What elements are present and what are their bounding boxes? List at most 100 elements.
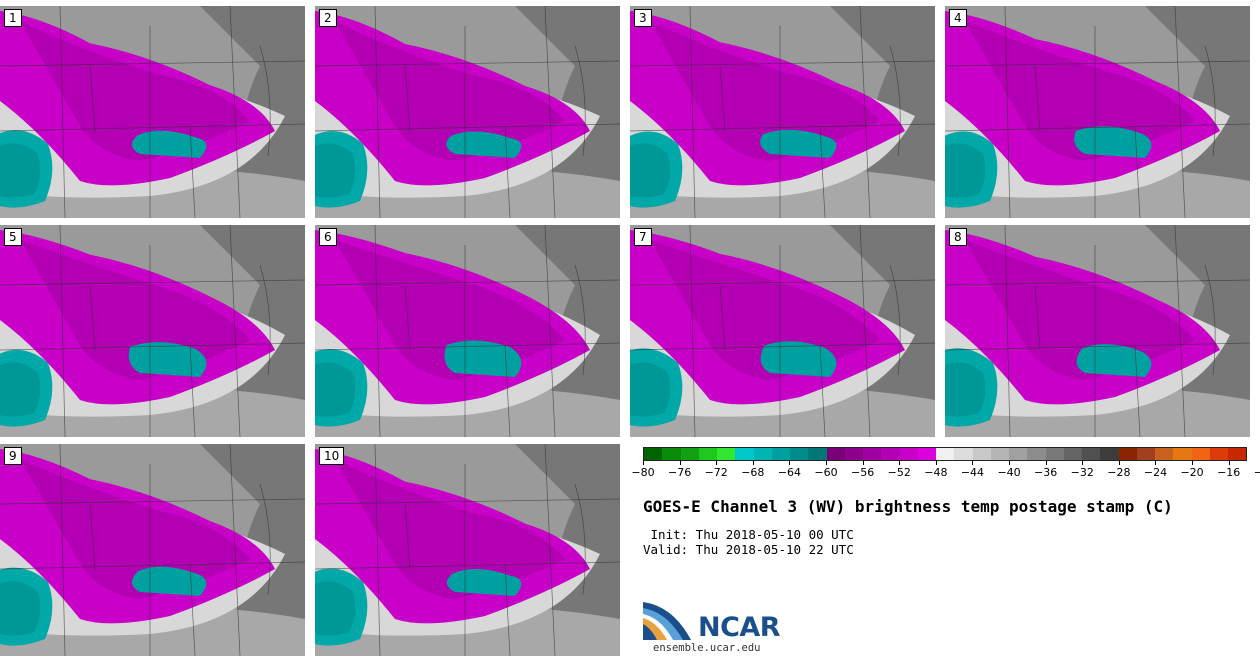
colorbar-swatch <box>1191 448 1210 460</box>
colorbar-swatch <box>954 448 973 460</box>
colorbar-swatch <box>899 448 918 460</box>
colorbar-tick <box>752 461 754 465</box>
wv-map <box>0 444 305 656</box>
colorbar-tick <box>789 461 791 465</box>
stamp-panel: 5 <box>0 225 305 437</box>
wv-map <box>0 225 305 437</box>
panel-label: 3 <box>634 9 652 27</box>
stamp-panel: 3 <box>630 6 935 218</box>
colorbar-tick-label: −24 <box>1143 466 1168 479</box>
colorbar-tick-label: −52 <box>887 466 911 479</box>
colorbar-tick-label: −28 <box>1107 466 1131 479</box>
colorbar-swatch <box>863 448 882 460</box>
colorbar-tick-label: −72 <box>704 466 728 479</box>
colorbar-tick <box>826 461 828 465</box>
stamp-panel: 10 <box>315 444 620 656</box>
colorbar-tick-label: −48 <box>924 466 948 479</box>
ncar-logo-text: NCAR <box>698 612 781 643</box>
panel-label: 6 <box>319 228 337 246</box>
stamp-panel: 8 <box>945 225 1250 437</box>
colorbar-swatch <box>881 448 900 460</box>
panel-label: 5 <box>4 228 22 246</box>
colorbar-swatch <box>1118 448 1137 460</box>
colorbar-swatch <box>972 448 991 460</box>
colorbar-tick <box>1192 461 1194 465</box>
colorbar-swatch <box>826 448 845 460</box>
stamp-panel: 9 <box>0 444 305 656</box>
colorbar <box>643 447 1247 461</box>
panel-label: 1 <box>4 9 22 27</box>
colorbar-tick-label: −56 <box>851 466 875 479</box>
colorbar-swatch <box>1100 448 1119 460</box>
colorbar-tick-label: −60 <box>814 466 838 479</box>
colorbar-swatch <box>1045 448 1064 460</box>
colorbar-swatch <box>1009 448 1028 460</box>
colorbar-tick <box>899 461 901 465</box>
colorbar-tick <box>935 461 937 465</box>
figure-title: GOES-E Channel 3 (WV) brightness temp po… <box>643 497 1173 516</box>
colorbar-swatch <box>917 448 936 460</box>
stamp-panel: 1 <box>0 6 305 218</box>
panel-label: 10 <box>319 447 345 465</box>
colorbar-tick-label: −76 <box>667 466 692 479</box>
colorbar-tick <box>972 461 974 465</box>
colorbar-swatch <box>1136 448 1155 460</box>
colorbar-swatch <box>1209 448 1228 460</box>
colorbar-swatch <box>1063 448 1082 460</box>
wv-map <box>630 225 935 437</box>
colorbar-tick <box>716 461 718 465</box>
colorbar-tick-label: −20 <box>1180 466 1204 479</box>
colorbar-tick <box>1045 461 1047 465</box>
colorbar-tick <box>643 461 644 465</box>
wv-map <box>315 225 620 437</box>
stamp-panel: 6 <box>315 225 620 437</box>
colorbar-tick <box>1228 461 1230 465</box>
colorbar-tick-label: −68 <box>741 466 765 479</box>
colorbar-swatch <box>1027 448 1046 460</box>
colorbar-tick-label: −64 <box>777 466 802 479</box>
colorbar-swatch <box>808 448 827 460</box>
colorbar-swatch <box>680 448 699 460</box>
wv-map <box>945 6 1250 218</box>
colorbar-tick-label: −40 <box>997 466 1021 479</box>
ncar-logo-icon <box>643 602 691 640</box>
stamp-panel: 7 <box>630 225 935 437</box>
wv-map <box>630 6 935 218</box>
colorbar-swatch <box>698 448 717 460</box>
colorbar-swatch <box>1173 448 1192 460</box>
colorbar-swatch <box>990 448 1009 460</box>
site-url[interactable]: ensemble.ucar.edu <box>653 642 761 654</box>
colorbar-swatch <box>771 448 790 460</box>
panel-label: 2 <box>319 9 337 27</box>
colorbar-tick <box>1082 461 1084 465</box>
colorbar-tick <box>1009 461 1011 465</box>
colorbar-tick <box>679 461 681 465</box>
wv-map <box>945 225 1250 437</box>
wv-map <box>315 6 620 218</box>
wv-map <box>0 6 305 218</box>
colorbar-tick <box>1118 461 1120 465</box>
panel-label: 4 <box>949 9 967 27</box>
colorbar-ticks: −80 −76 −72 −68 −64 −60 −56 −52 −48 −44 −40 −36 −32−… <box>631 461 1260 483</box>
valid-time: Valid: Thu 2018-05-10 22 UTC <box>643 542 854 557</box>
colorbar-swatch <box>1228 448 1247 460</box>
colorbar-tick-label: −44 <box>960 466 985 479</box>
colorbar-swatch <box>717 448 736 460</box>
colorbar-swatch <box>644 448 663 460</box>
colorbar-swatch <box>735 448 754 460</box>
colorbar-swatch <box>753 448 772 460</box>
colorbar-swatch <box>844 448 863 460</box>
init-time: Init: Thu 2018-05-10 00 UTC <box>643 527 854 542</box>
colorbar-tick-label: −16 <box>1217 466 1241 479</box>
panel-label: 8 <box>949 228 967 246</box>
colorbar-tick-label: −12 <box>1253 466 1260 479</box>
colorbar-tick-label: −32 <box>1070 466 1094 479</box>
stamp-panel: 2 <box>315 6 620 218</box>
colorbar-swatch <box>1155 448 1174 460</box>
colorbar-swatch <box>790 448 809 460</box>
colorbar-tick-label: −36 <box>1034 466 1058 479</box>
panel-label: 9 <box>4 447 22 465</box>
wv-map <box>315 444 620 656</box>
colorbar-swatch <box>936 448 955 460</box>
panel-label: 7 <box>634 228 652 246</box>
